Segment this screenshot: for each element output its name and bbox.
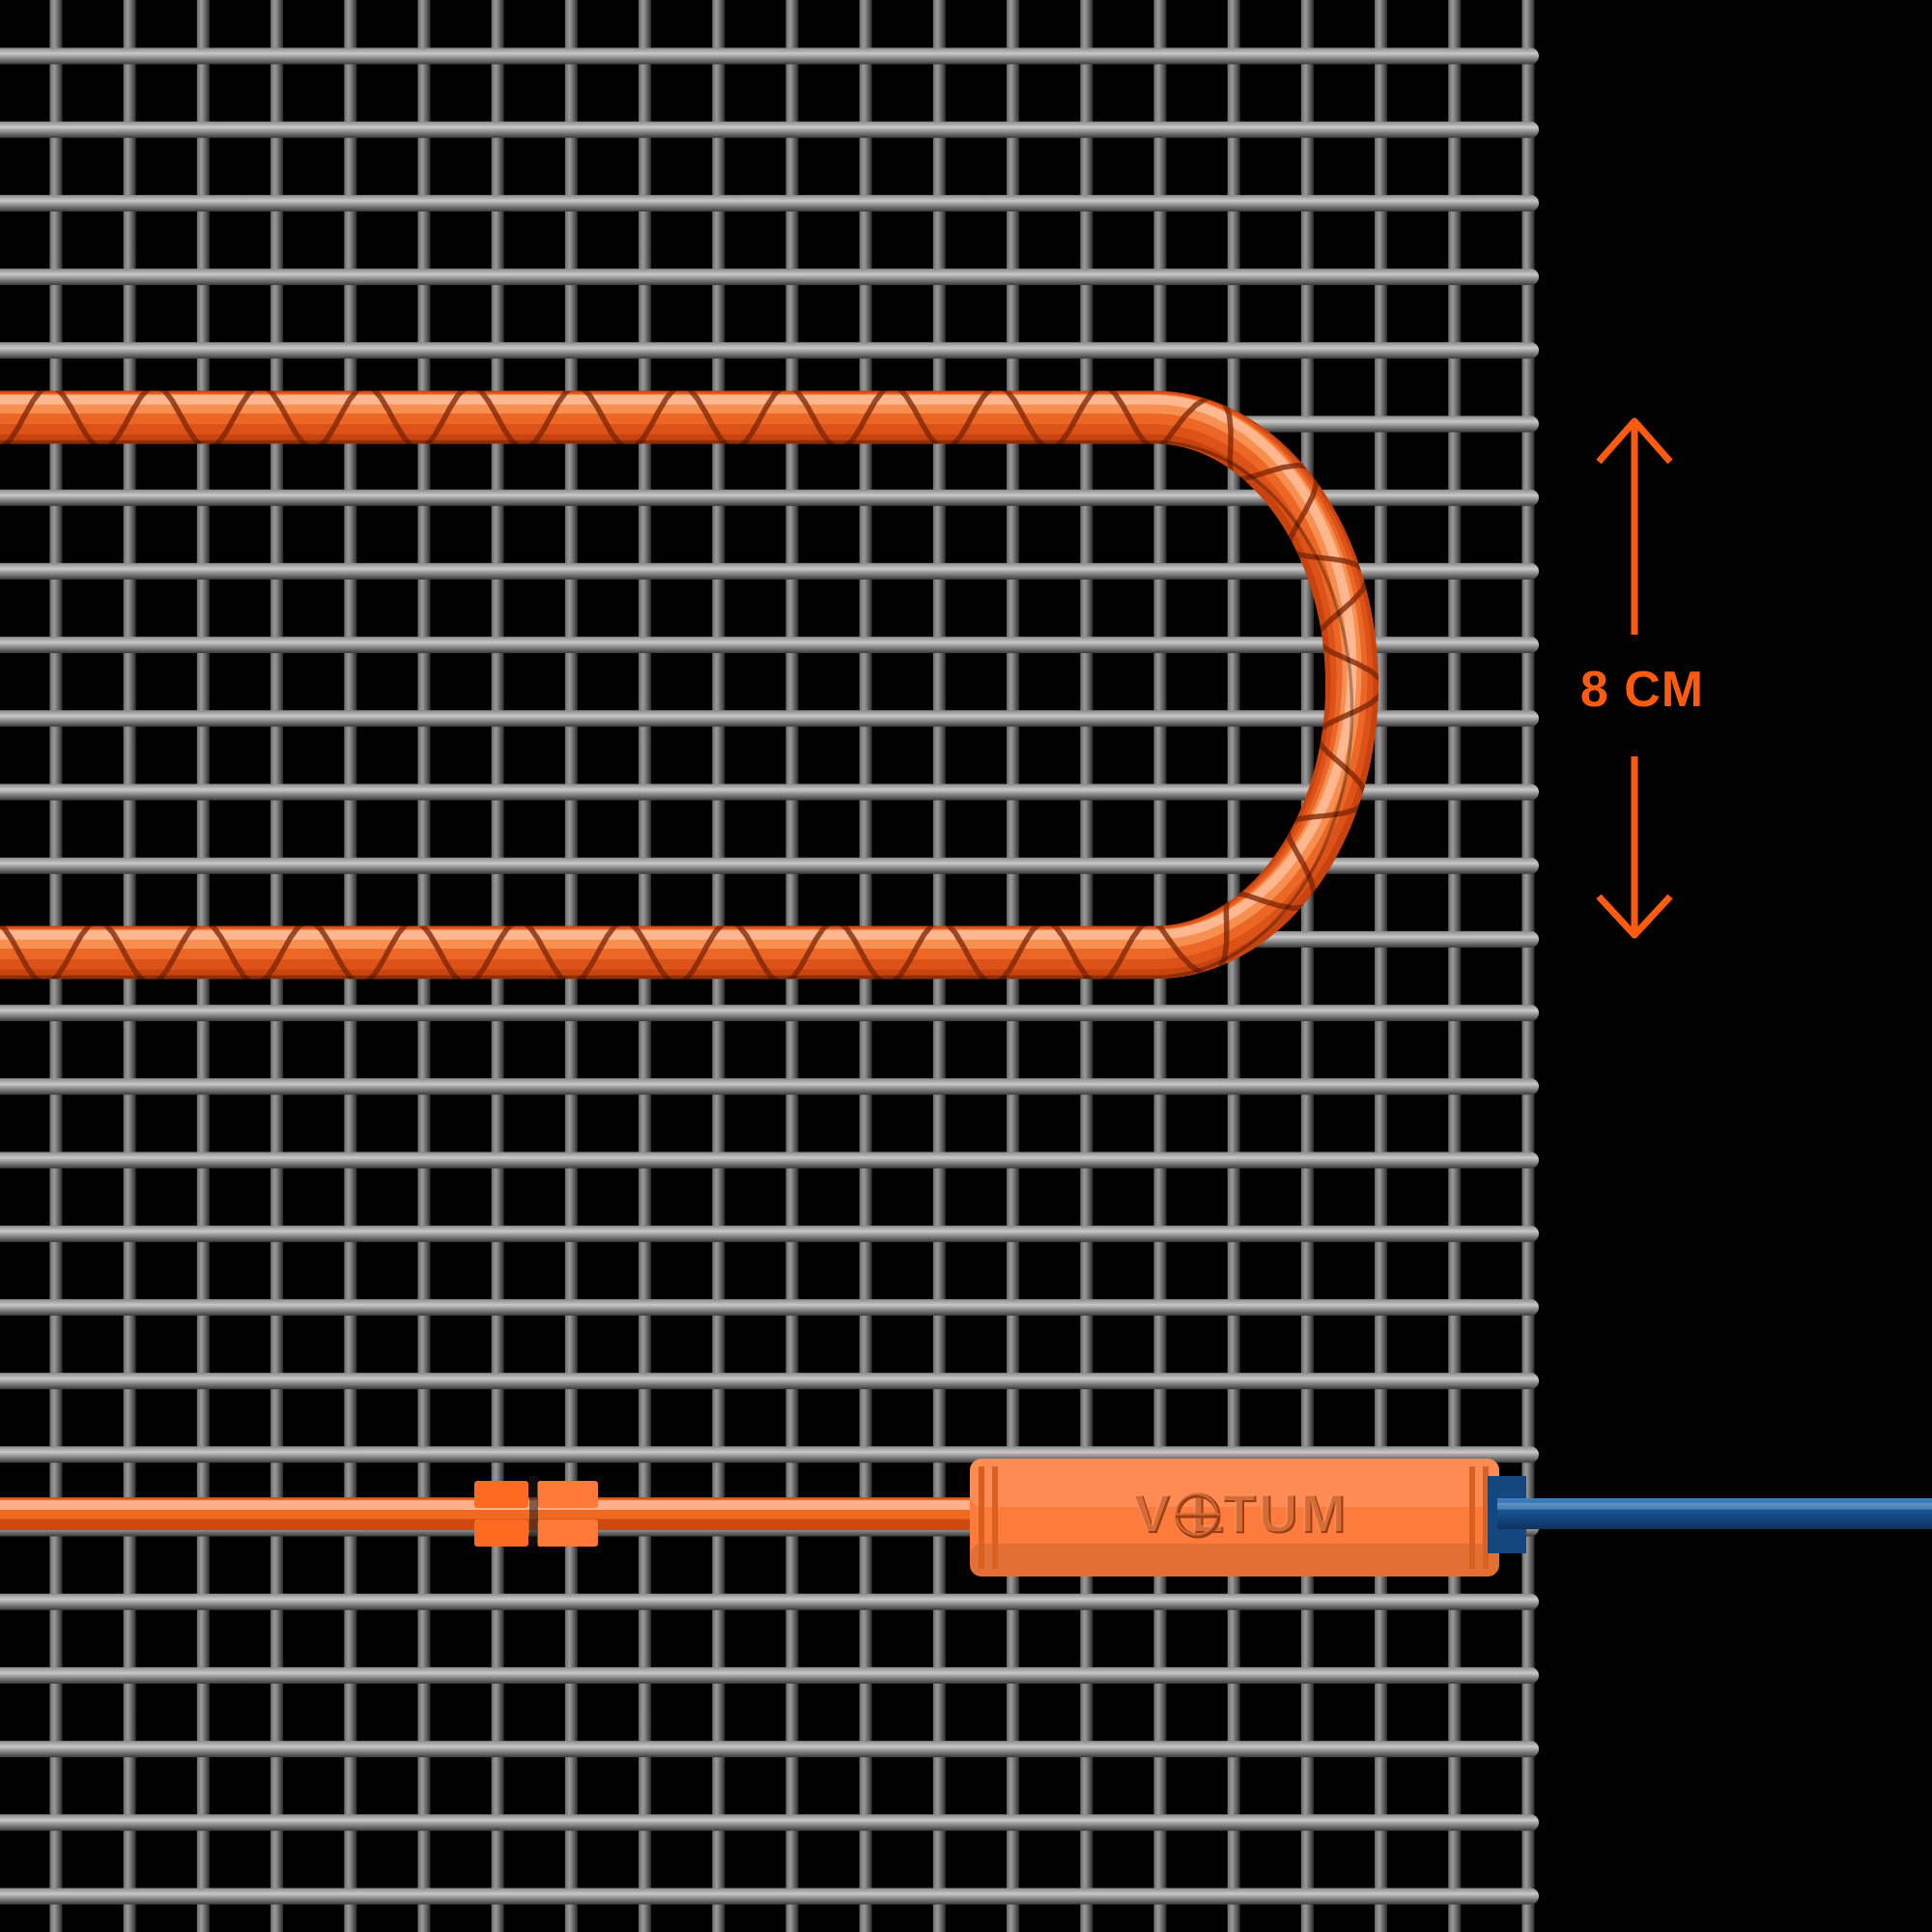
svg-text:V LTUM: V LTUM (1133, 1482, 1348, 1543)
svg-text:8 CM: 8 CM (1580, 662, 1704, 718)
